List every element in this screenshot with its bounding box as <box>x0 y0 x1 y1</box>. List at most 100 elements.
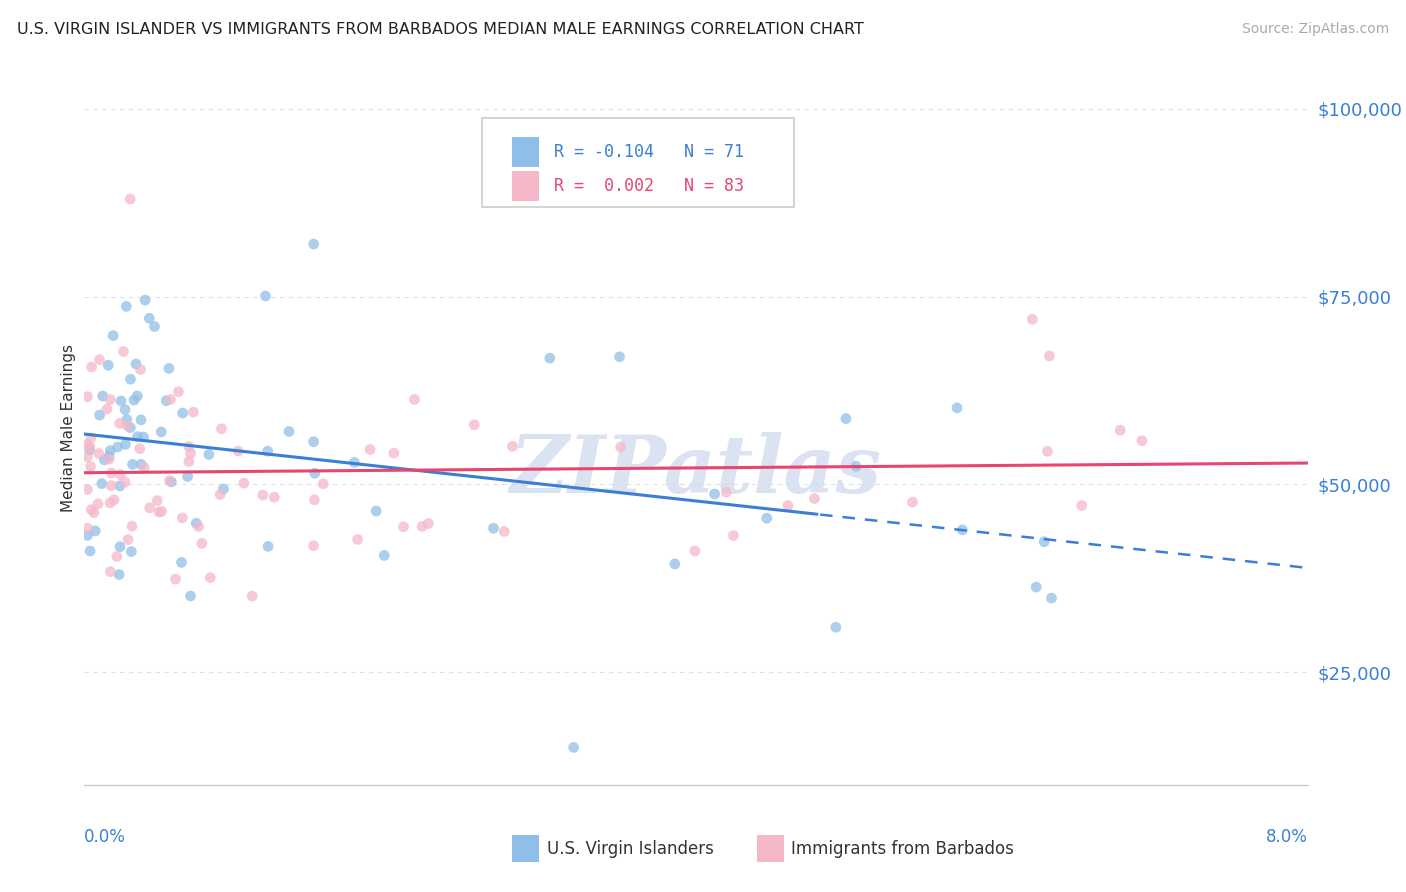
Point <box>170 555 193 569</box>
Point <box>143 319 166 334</box>
Text: U.S. VIRGIN ISLANDER VS IMMIGRANTS FROM BARBADOS MEDIAN MALE EARNINGS CORRELATIO: U.S. VIRGIN ISLANDER VS IMMIGRANTS FROM … <box>17 22 863 37</box>
Point <box>302 434 325 449</box>
Point <box>120 192 142 206</box>
Point <box>101 328 124 343</box>
Point <box>110 467 132 482</box>
Point <box>1036 444 1059 458</box>
Point <box>100 565 122 579</box>
Point <box>411 519 433 533</box>
Point <box>93 453 115 467</box>
Point <box>1040 591 1063 606</box>
Point <box>128 442 150 456</box>
Point <box>609 350 631 364</box>
Point <box>76 390 98 404</box>
Point <box>683 544 706 558</box>
Point <box>105 549 128 564</box>
Point <box>80 502 103 516</box>
Point <box>100 466 122 480</box>
Point <box>835 411 858 425</box>
Point <box>127 430 149 444</box>
Point <box>716 485 738 500</box>
Point <box>418 516 440 531</box>
Point <box>1130 434 1153 448</box>
Point <box>150 425 173 439</box>
Point <box>121 458 143 472</box>
Y-axis label: Median Male Earnings: Median Male Earnings <box>60 344 76 512</box>
Text: Source: ZipAtlas.com: Source: ZipAtlas.com <box>1241 22 1389 37</box>
Point <box>254 289 277 303</box>
Point <box>538 351 561 366</box>
Point <box>155 393 177 408</box>
Point <box>79 443 101 458</box>
Point <box>122 393 145 408</box>
Point <box>120 544 142 558</box>
Point <box>502 439 524 453</box>
Point <box>90 476 112 491</box>
Point <box>148 505 170 519</box>
Point <box>134 460 156 475</box>
Point <box>97 358 120 372</box>
Point <box>198 448 221 462</box>
Point <box>240 589 263 603</box>
Point <box>392 520 415 534</box>
Point <box>703 487 725 501</box>
Point <box>304 467 326 481</box>
Bar <box>513 171 540 202</box>
Point <box>824 620 846 634</box>
Point <box>80 431 103 445</box>
Point <box>121 519 143 533</box>
Point <box>108 479 131 493</box>
Point <box>187 519 209 533</box>
Point <box>159 392 181 407</box>
Point <box>200 571 222 585</box>
Point <box>609 440 631 454</box>
Point <box>79 459 101 474</box>
Point <box>160 475 183 489</box>
Point <box>79 544 101 558</box>
Point <box>179 589 201 603</box>
Point <box>129 458 152 472</box>
Point <box>132 430 155 444</box>
Point <box>125 357 148 371</box>
Point <box>115 299 138 313</box>
Point <box>177 440 200 454</box>
Point <box>776 499 799 513</box>
Point <box>114 437 136 451</box>
Point <box>127 389 149 403</box>
Point <box>1021 312 1043 326</box>
Point <box>159 474 181 488</box>
Point <box>664 557 686 571</box>
Point <box>183 405 205 419</box>
Point <box>129 362 152 376</box>
Point <box>89 408 111 422</box>
Point <box>76 528 98 542</box>
Point <box>79 440 101 454</box>
Point <box>1070 499 1092 513</box>
Bar <box>513 136 540 167</box>
Point <box>304 492 326 507</box>
Point <box>950 523 973 537</box>
Bar <box>758 835 785 862</box>
Text: R =  0.002   N = 83: R = 0.002 N = 83 <box>554 178 744 195</box>
Point <box>312 476 335 491</box>
Point <box>1033 534 1056 549</box>
Point <box>209 487 232 501</box>
Point <box>278 425 301 439</box>
Point <box>146 493 169 508</box>
Point <box>232 476 254 491</box>
Point <box>186 516 208 531</box>
Point <box>80 359 103 374</box>
Point <box>107 440 129 454</box>
Point <box>302 237 325 252</box>
Text: 0.0%: 0.0% <box>84 828 127 846</box>
Point <box>108 567 131 582</box>
Point <box>150 504 173 518</box>
Text: ZIPatlas: ZIPatlas <box>510 433 882 509</box>
Point <box>157 361 180 376</box>
Point <box>76 521 98 535</box>
Point <box>256 444 278 458</box>
Point <box>366 504 388 518</box>
Point <box>84 524 107 538</box>
Point <box>83 506 105 520</box>
Point <box>108 417 131 431</box>
